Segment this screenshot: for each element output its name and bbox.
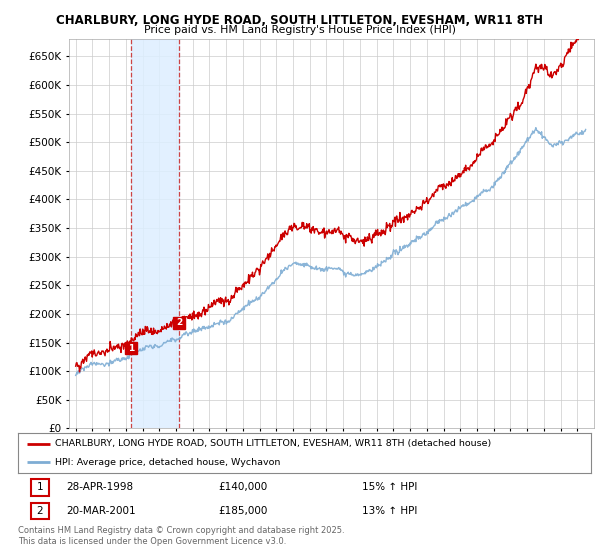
Text: £185,000: £185,000 (218, 506, 268, 516)
Text: Price paid vs. HM Land Registry's House Price Index (HPI): Price paid vs. HM Land Registry's House … (144, 25, 456, 35)
Text: 2: 2 (176, 318, 182, 327)
Text: Contains HM Land Registry data © Crown copyright and database right 2025.
This d: Contains HM Land Registry data © Crown c… (18, 526, 344, 546)
Text: £140,000: £140,000 (218, 482, 268, 492)
Text: 2: 2 (37, 506, 43, 516)
Text: 20-MAR-2001: 20-MAR-2001 (67, 506, 136, 516)
Text: 1: 1 (37, 482, 43, 492)
Bar (31, 503, 49, 519)
Text: 1: 1 (128, 344, 134, 353)
Text: 28-APR-1998: 28-APR-1998 (67, 482, 134, 492)
Bar (31, 479, 49, 496)
Text: CHARLBURY, LONG HYDE ROAD, SOUTH LITTLETON, EVESHAM, WR11 8TH (detached house): CHARLBURY, LONG HYDE ROAD, SOUTH LITTLET… (55, 439, 491, 448)
Text: HPI: Average price, detached house, Wychavon: HPI: Average price, detached house, Wych… (55, 458, 281, 467)
Text: 15% ↑ HPI: 15% ↑ HPI (362, 482, 417, 492)
Text: CHARLBURY, LONG HYDE ROAD, SOUTH LITTLETON, EVESHAM, WR11 8TH: CHARLBURY, LONG HYDE ROAD, SOUTH LITTLET… (56, 14, 544, 27)
Bar (131, 39, 179, 428)
Text: 13% ↑ HPI: 13% ↑ HPI (362, 506, 417, 516)
